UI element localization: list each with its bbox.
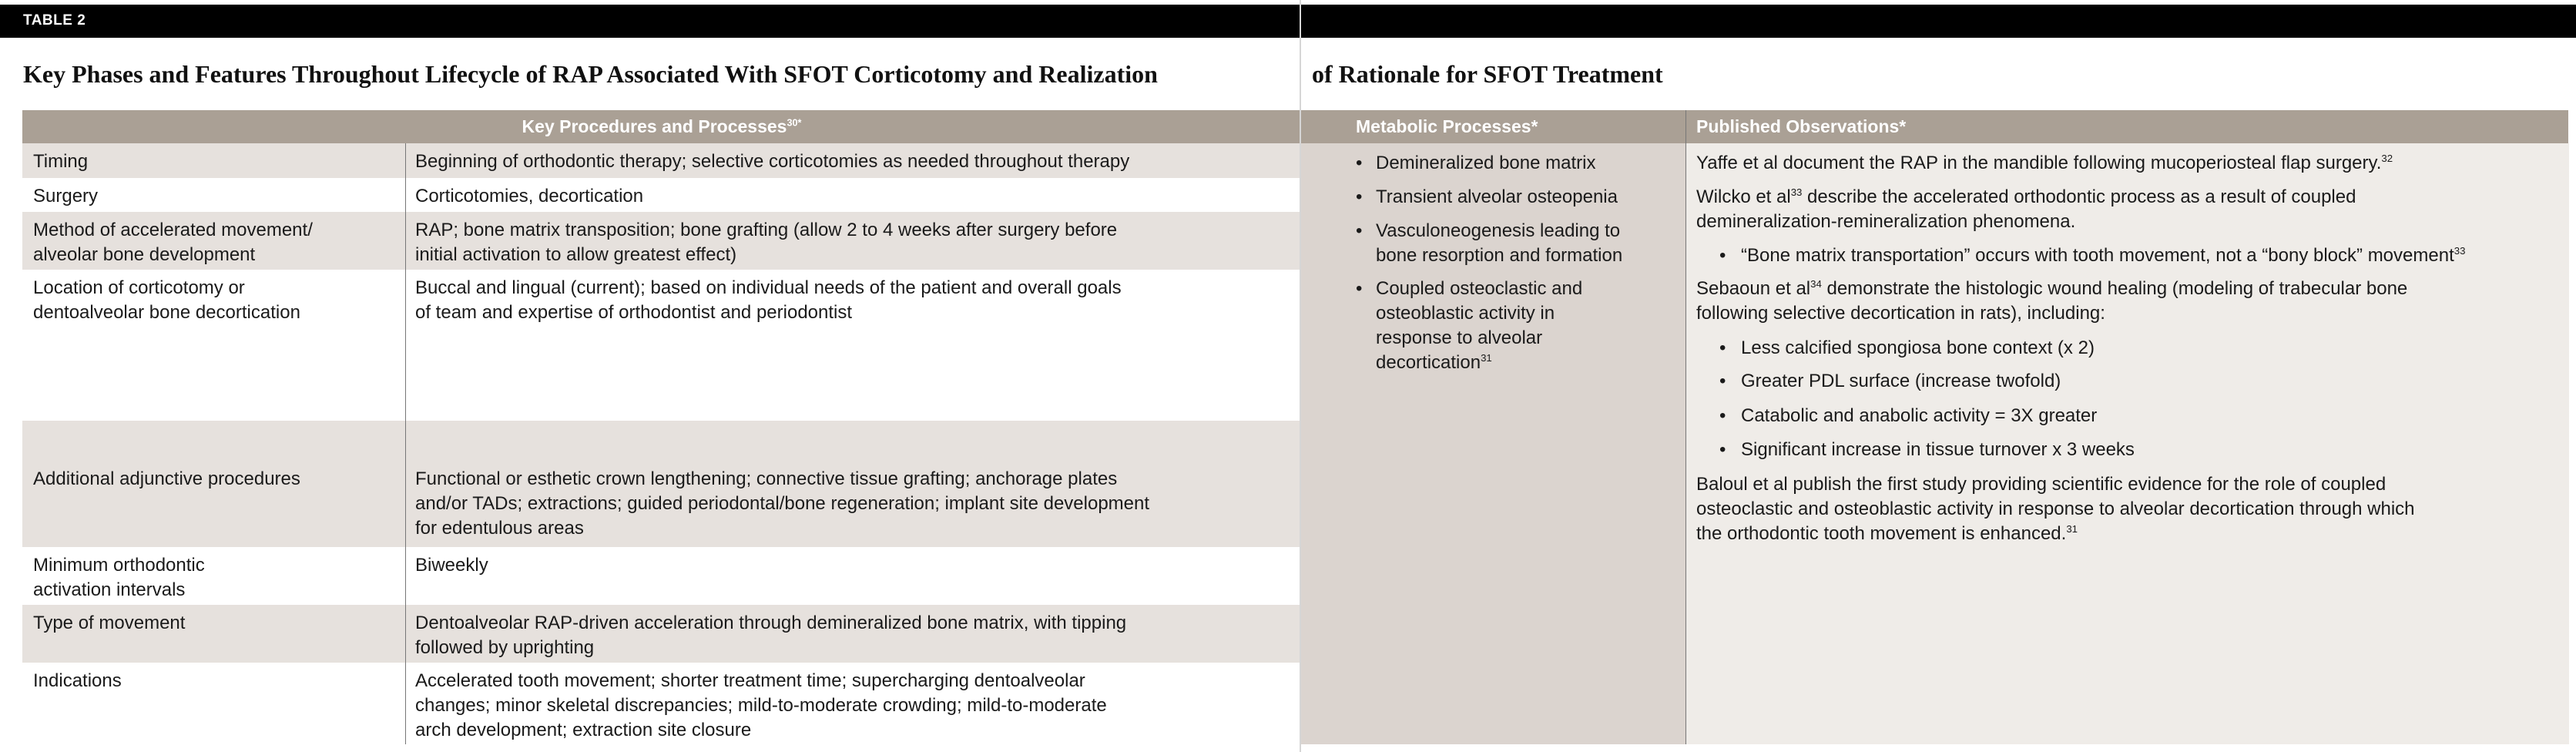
row-label: Method of accelerated movement/ alveolar… xyxy=(33,220,313,265)
page-seam-divider xyxy=(1300,0,1301,752)
published-column xyxy=(1685,143,2569,744)
row-value: Dentoalveolar RAP-driven acceleration th… xyxy=(415,613,1127,658)
row-value: Beginning of orthodontic therapy; select… xyxy=(415,151,1130,172)
metabolic-item: Vasculoneogenesis leading to bone resorp… xyxy=(1376,219,1622,268)
bullet-icon: • xyxy=(1356,278,1363,299)
row-label: Minimum orthodontic activation intervals xyxy=(33,555,205,600)
table-row: Indications Accelerated tooth movement; s… xyxy=(22,663,1301,744)
observation-wilcko: Wilcko et al33 describe the accelerated … xyxy=(1696,185,2356,234)
obs-sup: 33 xyxy=(2454,245,2466,257)
bullet-icon: • xyxy=(1719,337,1726,358)
row-label: Indications xyxy=(33,670,122,691)
obs-sup: 34 xyxy=(1810,278,1822,290)
header-sup: 30* xyxy=(787,117,802,129)
row-value: Functional or esthetic crown lengthening… xyxy=(415,468,1150,539)
bullet-icon: • xyxy=(1356,220,1363,241)
table-row: Timing Beginning of orthodontic therapy; … xyxy=(22,143,1301,178)
obs-text: “Bone matrix transportation” occurs with… xyxy=(1741,245,2454,266)
item-sup: 31 xyxy=(1481,352,1492,364)
table-row: Surgery Corticotomies, decortication xyxy=(22,178,1301,212)
row-label: Additional adjunctive procedures xyxy=(33,468,300,489)
bullet-icon: • xyxy=(1356,186,1363,207)
obs-sup: 32 xyxy=(2381,153,2393,164)
observation-bullet: Significant increase in tissue turnover … xyxy=(1741,439,2135,460)
metabolic-header: Metabolic Processes* xyxy=(1356,116,1538,136)
item-text: Transient alveolar osteopenia xyxy=(1376,186,1618,207)
metabolic-item: Transient alveolar osteopenia xyxy=(1376,185,1618,210)
row-label: Location of corticotomy or dentoalveolar… xyxy=(33,277,300,323)
table-title-left: Key Phases and Features Throughout Lifec… xyxy=(23,60,1158,88)
row-value: Buccal and lingual (current); based on i… xyxy=(415,277,1122,323)
obs-sup: 31 xyxy=(2066,523,2078,535)
bullet-icon: • xyxy=(1356,153,1363,173)
obs-text: describe the accelerated orthodontic pro… xyxy=(1696,186,2356,232)
obs-sup: 33 xyxy=(1790,186,1803,198)
observation-bullet: Greater PDL surface (increase twofold) xyxy=(1741,371,2061,391)
bullet-icon: • xyxy=(1719,405,1726,426)
observation-bullet: “Bone matrix transportation” occurs with… xyxy=(1741,243,2465,268)
observation-yaffe: Yaffe et al document the RAP in the mand… xyxy=(1696,151,2393,176)
table-label-bar xyxy=(0,5,2576,38)
obs-text: Yaffe et al document the RAP in the mand… xyxy=(1696,153,2382,173)
row-value: Accelerated tooth movement; shorter trea… xyxy=(415,670,1107,740)
column-divider xyxy=(405,143,406,744)
published-header: Published Observations* xyxy=(1696,116,1907,136)
metabolic-column xyxy=(1301,143,1685,744)
row-value: Biweekly xyxy=(415,555,488,576)
observation-bullet: Less calcified spongiosa bone context (x… xyxy=(1741,337,2095,358)
observation-sebaoun: Sebaoun et al34 demonstrate the histolog… xyxy=(1696,277,2407,326)
obs-text: demonstrate the histologic wound healing… xyxy=(1696,278,2408,324)
header-text: Key Procedures and Processes xyxy=(522,116,787,136)
key-procedures-header: Key Procedures and Processes30* xyxy=(22,110,1301,143)
row-label: Type of movement xyxy=(33,613,186,633)
obs-text: Baloul et al publish the first study pro… xyxy=(1696,474,2415,544)
item-text: Demineralized bone matrix xyxy=(1376,153,1596,173)
right-header-band xyxy=(1301,110,2568,143)
table-label: TABLE 2 xyxy=(23,12,86,29)
bullet-icon: • xyxy=(1719,245,1726,266)
table-row: Location of corticotomy or dentoalveolar… xyxy=(22,270,1301,421)
table-row: Method of accelerated movement/ alveolar… xyxy=(22,212,1301,270)
table-title-right: of Rationale for SFOT Treatment xyxy=(1312,60,1663,88)
item-text: Vasculoneogenesis leading to bone resorp… xyxy=(1376,220,1623,266)
row-label: Surgery xyxy=(33,186,99,206)
table-row: Minimum orthodontic activation intervals… xyxy=(22,547,1301,605)
metabolic-item: Demineralized bone matrix xyxy=(1376,151,1595,176)
table-row: Additional adjunctive procedures Function… xyxy=(22,421,1301,547)
row-label: Timing xyxy=(33,151,89,172)
header-divider xyxy=(1685,110,1686,143)
table-row: Type of movement Dentoalveolar RAP-driven… xyxy=(22,605,1301,663)
bullet-icon: • xyxy=(1719,439,1726,460)
row-value: RAP; bone matrix transposition; bone gra… xyxy=(415,220,1118,265)
observation-bullet: Catabolic and anabolic activity = 3X gre… xyxy=(1741,405,2098,426)
bullet-icon: • xyxy=(1719,371,1726,391)
metabolic-item: Coupled osteoclastic and osteoblastic ac… xyxy=(1376,277,1582,375)
item-text: Coupled osteoclastic and osteoblastic ac… xyxy=(1376,278,1583,373)
obs-text: Wilcko et al xyxy=(1696,186,1791,207)
observation-baloul: Baloul et al publish the first study pro… xyxy=(1696,472,2415,546)
row-value: Corticotomies, decortication xyxy=(415,186,644,206)
obs-text: Sebaoun et al xyxy=(1696,278,1811,299)
